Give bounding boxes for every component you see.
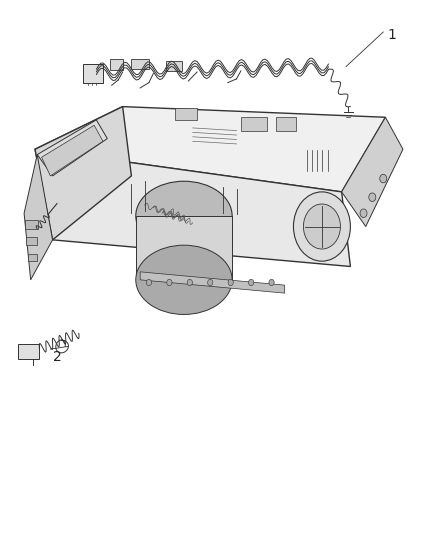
Circle shape bbox=[208, 279, 213, 286]
Bar bbox=[175, 108, 197, 120]
Circle shape bbox=[167, 279, 172, 286]
Polygon shape bbox=[342, 117, 403, 227]
Text: 1: 1 bbox=[388, 28, 396, 42]
Bar bbox=[166, 61, 182, 71]
Circle shape bbox=[360, 209, 367, 217]
Polygon shape bbox=[24, 155, 53, 280]
Polygon shape bbox=[35, 107, 131, 240]
Bar bbox=[110, 59, 123, 70]
Polygon shape bbox=[42, 125, 103, 176]
Ellipse shape bbox=[136, 245, 232, 314]
Ellipse shape bbox=[136, 181, 232, 251]
Polygon shape bbox=[35, 149, 350, 266]
Bar bbox=[25, 220, 38, 229]
Circle shape bbox=[187, 279, 192, 286]
Bar bbox=[18, 344, 39, 359]
Circle shape bbox=[293, 192, 350, 261]
Circle shape bbox=[269, 279, 274, 286]
Circle shape bbox=[248, 279, 254, 286]
Circle shape bbox=[369, 193, 376, 201]
Bar bbox=[28, 254, 37, 261]
Polygon shape bbox=[35, 107, 385, 192]
Bar bbox=[276, 117, 296, 131]
Bar bbox=[83, 64, 103, 83]
Circle shape bbox=[380, 174, 387, 183]
Circle shape bbox=[228, 279, 233, 286]
Text: 2: 2 bbox=[53, 350, 61, 364]
Circle shape bbox=[146, 279, 152, 286]
Polygon shape bbox=[136, 216, 232, 280]
Bar bbox=[131, 59, 149, 69]
Circle shape bbox=[304, 204, 340, 249]
Bar bbox=[241, 117, 267, 131]
Polygon shape bbox=[37, 120, 107, 176]
Polygon shape bbox=[140, 272, 285, 293]
Bar bbox=[26, 237, 37, 245]
